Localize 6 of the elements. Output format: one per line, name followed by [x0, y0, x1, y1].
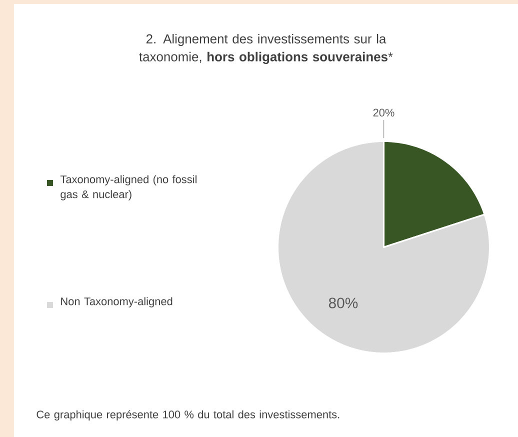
legend-label: Non Taxonomy-aligned	[61, 297, 172, 308]
legend-label: Taxonomy-aligned (no fossil gas & nuclear)	[60, 175, 196, 200]
text: Ce graphique représente 100 % du total des investissements.	[36, 410, 340, 421]
data-label: 20%	[373, 108, 394, 117]
chart-title: 2. Alignement des investissements sur la taxonomie, hors obligations souveraines*	[139, 34, 393, 64]
data-label: 80%	[328, 298, 358, 308]
